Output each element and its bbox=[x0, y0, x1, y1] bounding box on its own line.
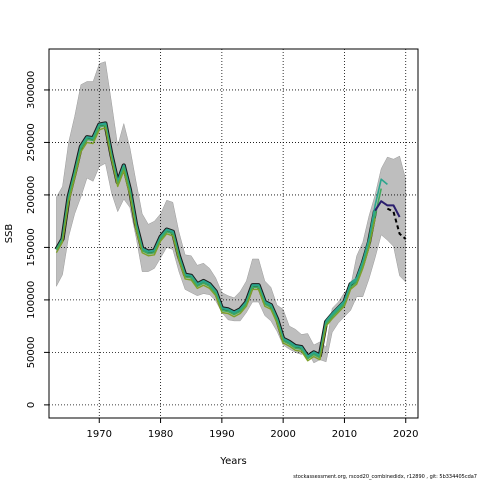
y-tick-label-200000: 200000 bbox=[26, 176, 37, 214]
x-tick-label-1990: 1990 bbox=[209, 429, 234, 440]
series-lines bbox=[54, 121, 407, 362]
y-tick-label-100000: 100000 bbox=[26, 281, 37, 319]
series-line-retro-black-dashed bbox=[386, 207, 407, 240]
y-tick-label-300000: 300000 bbox=[26, 71, 37, 109]
y-tick-label-150000: 150000 bbox=[26, 228, 37, 266]
x-tick-label-1970: 1970 bbox=[87, 429, 112, 440]
y-tick-label-50000: 50000 bbox=[26, 336, 37, 368]
x-tick-label-2000: 2000 bbox=[270, 429, 295, 440]
y-tick-label-0: 0 bbox=[26, 402, 37, 408]
series-line-retro-olive bbox=[55, 126, 376, 362]
x-tick-label-2010: 2010 bbox=[332, 429, 357, 440]
y-tick-label-250000: 250000 bbox=[26, 123, 37, 161]
plot-area bbox=[48, 48, 419, 419]
series-line-retro-dark bbox=[374, 200, 401, 218]
y-axis-title: SSB bbox=[4, 224, 15, 244]
x-axis: 1970 1980 1990 2000 2010 2020 bbox=[87, 418, 418, 440]
x-tick-label-1980: 1980 bbox=[148, 429, 173, 440]
footer-note: stockassessment.org, rscod20_combinedidx… bbox=[293, 474, 477, 480]
series-line-retro-teal bbox=[325, 178, 388, 322]
plot-frame bbox=[48, 48, 419, 419]
y-axis: 0 50000 100000 150000 200000 250000 300000 bbox=[26, 71, 49, 408]
confidence-band bbox=[56, 61, 406, 364]
x-tick-label-2020: 2020 bbox=[393, 429, 418, 440]
x-axis-title: Years bbox=[219, 456, 246, 467]
